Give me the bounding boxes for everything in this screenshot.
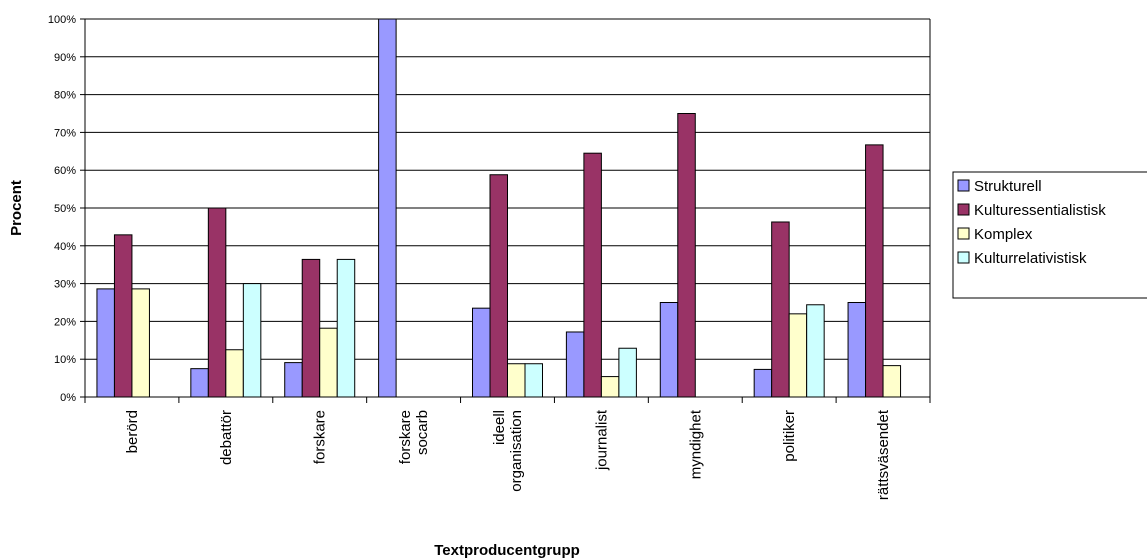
bar-komplex bbox=[507, 363, 526, 398]
bar-strukturell bbox=[378, 18, 397, 398]
x-category-label: forskare bbox=[397, 410, 414, 464]
x-category-label: ideell bbox=[491, 410, 508, 445]
legend-swatch bbox=[957, 179, 970, 192]
x-category-label: organisation bbox=[508, 410, 525, 492]
legend-label: Kulturessentialistisk bbox=[974, 202, 1106, 219]
bar-strukturell bbox=[190, 368, 209, 398]
bar-komplex bbox=[319, 327, 338, 398]
bar-kulturessentialistisk bbox=[771, 221, 790, 398]
y-axis-title: Procent bbox=[8, 180, 25, 236]
y-tick-label: 30% bbox=[54, 279, 76, 291]
bar-strukturell bbox=[565, 331, 585, 398]
y-tick-label: 100% bbox=[48, 14, 76, 26]
legend-label: Kulturrelativistisk bbox=[974, 250, 1087, 267]
y-tick-label: 0% bbox=[60, 392, 76, 404]
x-tick-labels: berörd debattör forskare forskare socarb idee… bbox=[124, 409, 892, 500]
x-category-label: myndighet bbox=[687, 409, 704, 479]
x-category-label: debattör bbox=[218, 410, 235, 465]
y-tick-label: 50% bbox=[54, 203, 76, 215]
x-category-label: politiker bbox=[781, 410, 798, 462]
x-category-label: forskare bbox=[312, 410, 329, 464]
x-category-label: socarb bbox=[414, 410, 431, 455]
legend-label: Komplex bbox=[974, 226, 1033, 243]
legend: Strukturell Kulturessentialistisk Komplex K… bbox=[952, 171, 1147, 299]
x-category-label: rättsväsendet bbox=[875, 409, 892, 500]
y-tick-label: 80% bbox=[54, 90, 76, 102]
axes bbox=[80, 18, 931, 403]
bar-kulturrelativistisk bbox=[242, 283, 262, 398]
bar-kulturessentialistisk bbox=[865, 144, 884, 398]
bar-kulturessentialistisk bbox=[583, 152, 602, 398]
bar-strukturell bbox=[472, 307, 491, 398]
x-axis-title: Textproducentgrupp bbox=[434, 542, 580, 559]
legend-frame bbox=[952, 171, 1147, 299]
bar-strukturell bbox=[753, 368, 773, 398]
bar-strukturell bbox=[284, 362, 303, 398]
bar-komplex bbox=[882, 365, 902, 398]
bar-kulturessentialistisk bbox=[113, 234, 133, 398]
bar-strukturell bbox=[659, 302, 679, 398]
bar-kulturrelativistisk bbox=[524, 363, 543, 398]
bar-kulturrelativistisk bbox=[618, 347, 637, 398]
legend-swatch bbox=[957, 227, 970, 240]
legend-label: Strukturell bbox=[974, 178, 1042, 195]
legend-swatch bbox=[957, 251, 970, 264]
x-category-label: journalist bbox=[593, 409, 610, 471]
y-tick-labels: 0% 10% 20% 30% 40% 50% 60% 70% 80% 90% 100% bbox=[48, 14, 76, 404]
y-tick-label: 20% bbox=[54, 316, 76, 328]
legend-swatch bbox=[957, 203, 970, 216]
bar-komplex bbox=[788, 313, 808, 398]
bar-kulturessentialistisk bbox=[489, 174, 508, 398]
y-tick-label: 40% bbox=[54, 241, 76, 253]
bar-strukturell bbox=[96, 288, 115, 398]
y-tick-label: 70% bbox=[54, 127, 76, 139]
bar-komplex bbox=[600, 376, 620, 398]
bar-kulturrelativistisk bbox=[806, 304, 825, 398]
y-tick-label: 10% bbox=[54, 354, 76, 366]
x-category-label: berörd bbox=[124, 410, 141, 453]
bar-kulturessentialistisk bbox=[301, 258, 321, 398]
bar-kulturessentialistisk bbox=[207, 207, 227, 398]
bar-kulturrelativistisk bbox=[336, 258, 356, 398]
y-tick-label: 90% bbox=[54, 52, 76, 64]
bar-kulturessentialistisk bbox=[677, 113, 696, 398]
bar-komplex bbox=[131, 288, 150, 398]
y-tick-label: 60% bbox=[54, 165, 76, 177]
bar-strukturell bbox=[847, 302, 867, 398]
bar-komplex bbox=[225, 349, 244, 398]
bars bbox=[96, 18, 902, 398]
